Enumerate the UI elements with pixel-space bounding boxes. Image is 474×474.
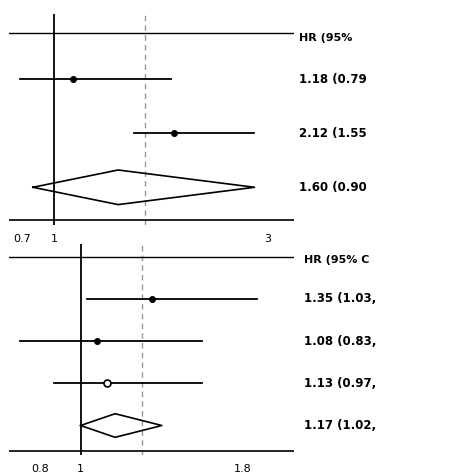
Text: 2.12 (1.55: 2.12 (1.55: [299, 127, 367, 140]
Text: 1.13 (0.97,: 1.13 (0.97,: [304, 377, 376, 390]
Text: HR (95%: HR (95%: [299, 33, 353, 43]
Text: 1.35 (1.03,: 1.35 (1.03,: [304, 292, 376, 305]
Text: HR (95% C: HR (95% C: [304, 255, 369, 264]
Text: 1.60 (0.90: 1.60 (0.90: [299, 181, 367, 194]
Text: 1.17 (1.02,: 1.17 (1.02,: [304, 419, 376, 432]
Text: 1.18 (0.79: 1.18 (0.79: [299, 73, 367, 86]
Text: 1.08 (0.83,: 1.08 (0.83,: [304, 335, 376, 347]
